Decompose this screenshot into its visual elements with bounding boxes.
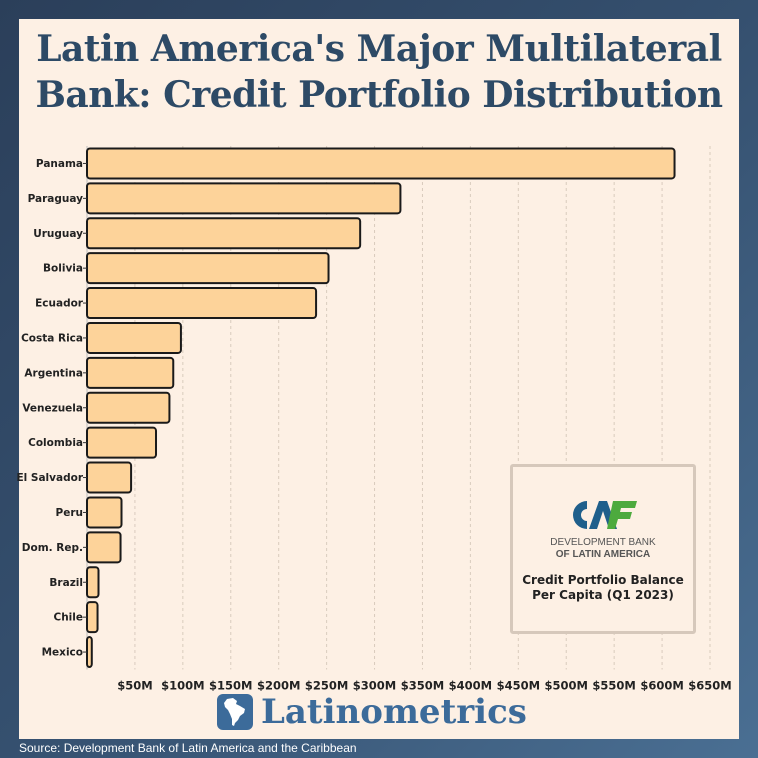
y-tick-label: Uruguay <box>33 228 83 240</box>
bar <box>86 601 99 634</box>
legend-box: DEVELOPMENT BANK OF LATIN AMERICA Credit… <box>510 464 696 634</box>
caf-logo-line-1: DEVELOPMENT BANK <box>550 537 656 548</box>
x-tick-label: $100M <box>161 679 204 693</box>
latin-america-map-icon <box>217 694 253 730</box>
bar <box>86 217 362 250</box>
bar <box>86 531 122 564</box>
bar <box>86 356 175 389</box>
y-tick-label: Peru <box>56 507 83 519</box>
caf-logo-icon <box>573 501 637 529</box>
bar <box>86 147 676 180</box>
legend-caption-line-1: Credit Portfolio Balance <box>522 573 684 587</box>
caf-logo-line-2: OF LATIN AMERICA <box>555 549 651 560</box>
x-tick-label: $500M <box>545 679 588 693</box>
bar <box>86 391 171 424</box>
y-tick-label: El Salvador <box>16 472 83 484</box>
y-tick-label: Bolivia <box>43 263 83 275</box>
bar <box>86 287 318 320</box>
x-tick-label: $250M <box>305 679 348 693</box>
y-tick-label: Dom. Rep. <box>22 542 83 554</box>
x-tick-label: $300M <box>353 679 396 693</box>
x-tick-label: $200M <box>257 679 300 693</box>
y-tick-label: Brazil <box>49 577 83 589</box>
y-tick-label: Venezuela <box>22 402 83 414</box>
bar <box>86 636 93 669</box>
x-tick-label: $550M <box>592 679 635 693</box>
y-tick-label: Paraguay <box>28 193 84 205</box>
bar <box>86 496 123 529</box>
title-line-2: Bank: Credit Portfolio Distribution <box>35 74 723 116</box>
brand-name: Latinometrics <box>261 692 527 732</box>
y-tick-label: Chile <box>53 612 83 624</box>
legend-caption-line-2: Per Capita (Q1 2023) <box>532 588 674 602</box>
y-tick-label: Costa Rica <box>21 332 83 344</box>
x-tick-label: $350M <box>401 679 444 693</box>
title-line-1: Latin America's Major Multilateral <box>36 28 722 70</box>
x-tick-label: $150M <box>209 679 252 693</box>
x-tick-label: $450M <box>497 679 540 693</box>
brand-footer: Latinometrics <box>217 690 527 734</box>
x-tick-label: $650M <box>688 679 731 693</box>
bar <box>86 321 182 354</box>
chart-title: Latin America's Major Multilateral Bank:… <box>19 26 739 118</box>
bar <box>86 461 133 494</box>
y-tick-label: Colombia <box>28 437 83 449</box>
bar <box>86 182 402 215</box>
y-tick-label: Ecuador <box>35 298 84 310</box>
y-tick-label: Argentina <box>24 367 83 379</box>
x-tick-label: $600M <box>640 679 683 693</box>
bar <box>86 426 158 459</box>
y-tick-label: Mexico <box>42 647 83 659</box>
bar <box>86 566 100 599</box>
x-tick-label: $400M <box>449 679 492 693</box>
bar <box>86 252 330 285</box>
source-note: Source: Development Bank of Latin Americ… <box>19 741 357 755</box>
x-tick-label: $50M <box>117 679 152 693</box>
y-tick-label: Panama <box>36 158 83 170</box>
